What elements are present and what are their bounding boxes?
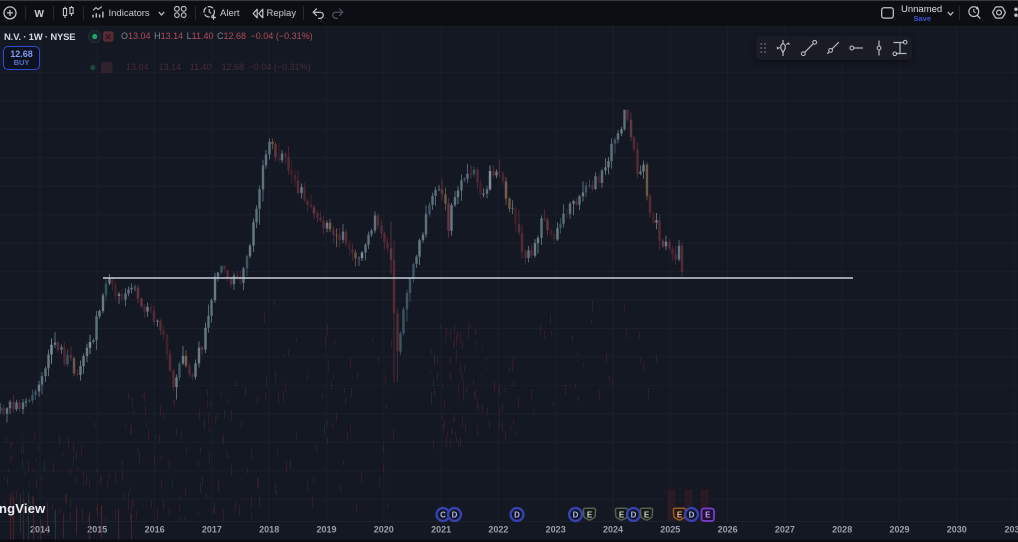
svg-text:2026: 2026 xyxy=(718,525,738,535)
svg-text:D: D xyxy=(573,511,579,520)
svg-text:2025: 2025 xyxy=(660,525,680,535)
svg-text:2018: 2018 xyxy=(259,525,279,535)
svg-text:2017: 2017 xyxy=(202,525,222,535)
svg-text:E: E xyxy=(619,511,625,520)
svg-text:2015: 2015 xyxy=(87,525,107,535)
svg-text:2027: 2027 xyxy=(775,525,795,535)
svg-text:2020: 2020 xyxy=(374,525,394,535)
svg-text:E: E xyxy=(587,511,593,520)
svg-text:C: C xyxy=(440,511,446,520)
svg-text:2019: 2019 xyxy=(316,525,336,535)
svg-text:2030: 2030 xyxy=(947,525,967,535)
svg-text:D: D xyxy=(631,511,637,520)
svg-text:E: E xyxy=(644,511,650,520)
svg-text:2016: 2016 xyxy=(145,525,165,535)
svg-text:D: D xyxy=(689,511,695,520)
svg-text:2021: 2021 xyxy=(431,525,451,535)
svg-text:2029: 2029 xyxy=(889,525,909,535)
svg-text:2031: 2031 xyxy=(1004,525,1018,535)
svg-text:E: E xyxy=(677,511,683,520)
svg-text:2024: 2024 xyxy=(603,525,623,535)
svg-text:D: D xyxy=(452,511,458,520)
svg-text:D: D xyxy=(514,511,520,520)
svg-text:2023: 2023 xyxy=(546,525,566,535)
svg-text:E: E xyxy=(705,511,711,520)
svg-text:2028: 2028 xyxy=(832,525,852,535)
svg-text:2022: 2022 xyxy=(488,525,508,535)
